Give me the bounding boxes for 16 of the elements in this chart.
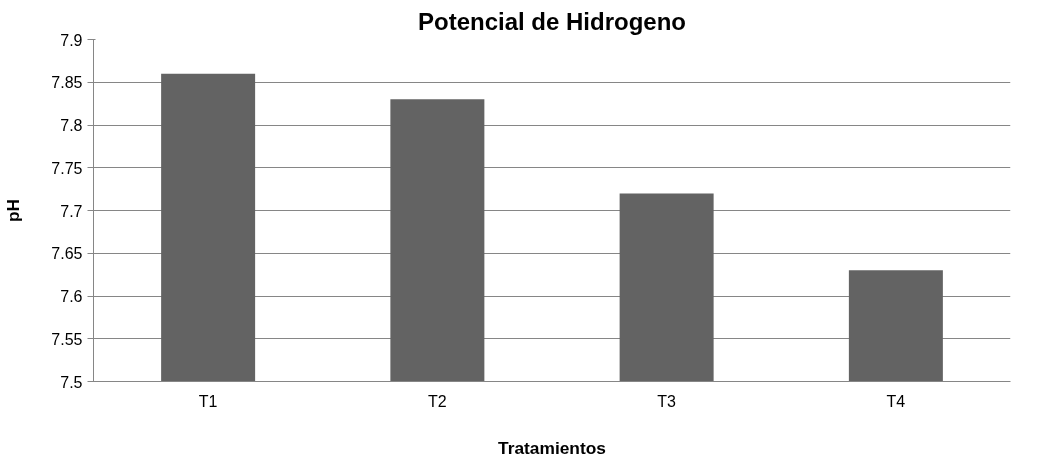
- y-tick-label: 7.5: [60, 373, 83, 391]
- y-tick-label: 7.7: [60, 202, 83, 220]
- y-tick-label: 7.75: [51, 159, 83, 177]
- x-tick-label: T2: [428, 392, 447, 410]
- y-tick-label: 7.6: [60, 288, 83, 305]
- chart-title: Potencial de Hidrogeno: [417, 7, 687, 35]
- y-tick-label: 7.85: [51, 74, 83, 92]
- x-tick-label: T3: [657, 392, 677, 410]
- y-tick-label: 7.65: [51, 245, 83, 263]
- x-tick-label: T1: [198, 392, 218, 410]
- y-tick-label: 7.9: [60, 31, 83, 49]
- x-axis-title: Tratamientos: [498, 437, 606, 458]
- y-tick-label: 7.8: [60, 117, 83, 134]
- y-axis-title: pH: [3, 198, 24, 223]
- x-tick-label: T4: [886, 392, 906, 410]
- y-tick-label: 7.55: [51, 330, 83, 348]
